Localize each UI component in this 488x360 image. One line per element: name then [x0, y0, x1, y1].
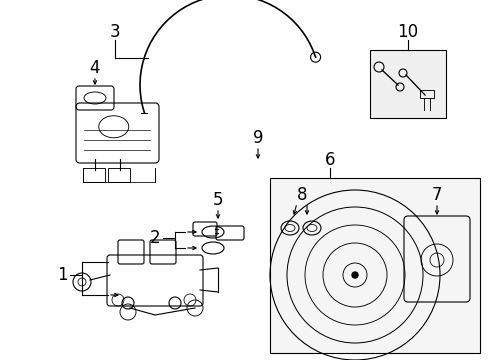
Text: 4: 4	[90, 59, 100, 77]
Text: 10: 10	[397, 23, 418, 41]
Bar	[419, 90, 433, 98]
Text: 5: 5	[212, 191, 223, 209]
Text: 9: 9	[252, 129, 263, 147]
Bar	[269, 178, 479, 353]
Bar	[369, 50, 445, 118]
Bar	[83, 168, 105, 182]
Text: 3: 3	[109, 23, 120, 41]
Bar	[108, 168, 130, 182]
Text: 1: 1	[57, 266, 67, 284]
Text: 2: 2	[149, 229, 160, 247]
Circle shape	[351, 272, 357, 278]
Text: 6: 6	[324, 151, 335, 169]
Text: 7: 7	[431, 186, 441, 204]
Text: 8: 8	[296, 186, 306, 204]
